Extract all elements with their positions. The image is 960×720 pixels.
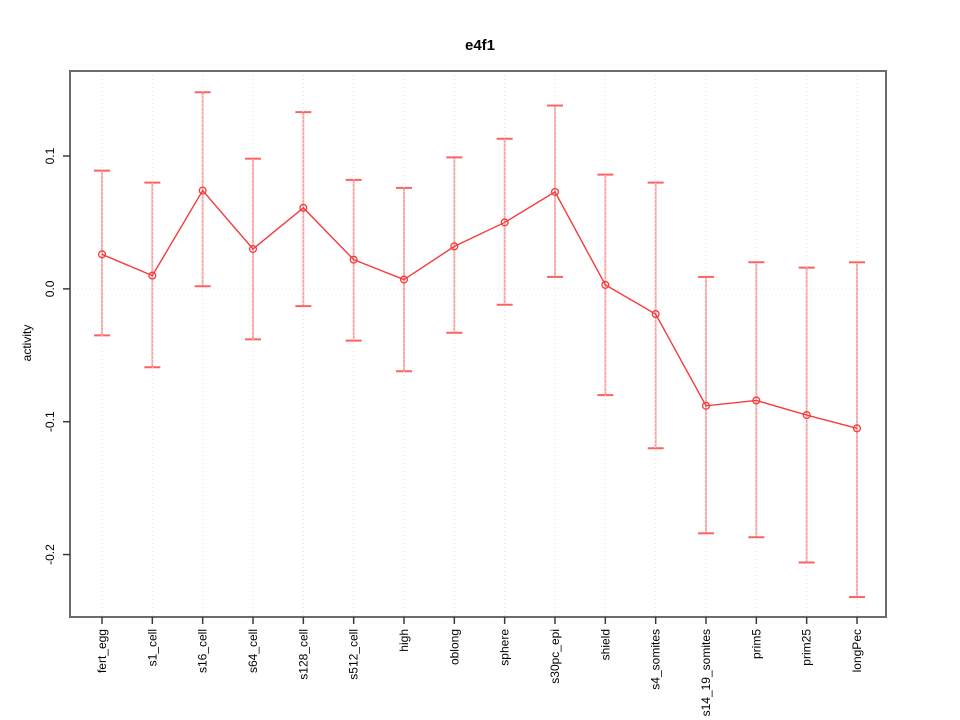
data-point-marker <box>450 242 459 251</box>
series-line <box>101 189 858 430</box>
chart-title: e4f1 <box>464 37 496 54</box>
x-tick-label: s16_cell <box>196 629 210 673</box>
x-tick-label: s512_cell <box>347 629 361 680</box>
data-point-marker <box>500 218 509 227</box>
data-point-marker <box>651 310 660 319</box>
x-tick-label: s128_cell <box>296 629 310 680</box>
x-tick-label: s1_cell <box>145 629 159 666</box>
data-point-marker <box>601 280 610 289</box>
plot-border <box>69 70 887 618</box>
data-point-marker <box>148 271 157 280</box>
data-point-marker <box>248 244 258 254</box>
data-point-marker <box>701 401 711 410</box>
x-tick-label: high <box>397 629 411 652</box>
y-tick-label: -0.1 <box>43 411 57 432</box>
x-tick-label: sphere <box>498 629 512 666</box>
data-point-marker <box>550 187 560 196</box>
data-point-marker <box>852 424 862 433</box>
data-point-marker <box>399 275 409 284</box>
y-tick-label: 0.0 <box>43 280 57 297</box>
data-point-marker <box>349 255 358 264</box>
data-point-marker <box>299 203 308 212</box>
y-tick-label: -0.2 <box>43 544 57 565</box>
x-tick-label: shield <box>598 629 612 660</box>
x-tick-label: s30pc_epi <box>548 629 562 684</box>
x-tick-label: prim25 <box>800 629 814 666</box>
data-point-marker <box>198 186 207 195</box>
x-tick-label: prim5 <box>749 629 763 659</box>
x-tick-label: fert_egg <box>95 629 109 673</box>
data-point-marker <box>97 250 107 259</box>
x-tick-label: s4_somites <box>649 629 663 690</box>
x-tick-label: longPec <box>850 629 864 672</box>
x-tick-label: s14_19_somites <box>699 629 713 716</box>
data-point-marker <box>752 396 761 405</box>
y-tick-label: 0.1 <box>43 147 57 164</box>
x-tick-label: oblong <box>447 629 461 665</box>
data-point-marker <box>802 411 811 420</box>
x-tick-label: s64_cell <box>246 629 260 673</box>
